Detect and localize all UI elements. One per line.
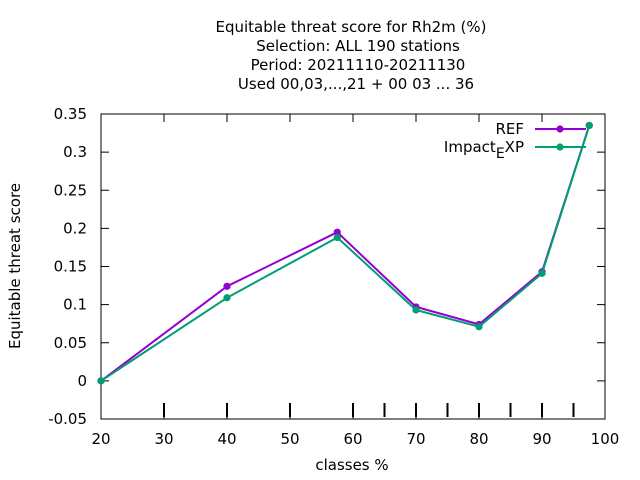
y-tick-label: 0.1	[63, 296, 87, 314]
title-line-2: Selection: ALL 190 stations	[256, 37, 460, 55]
data-point	[475, 323, 483, 331]
bottom-marks	[163, 403, 575, 417]
data-point	[333, 228, 341, 236]
plot-frame	[100, 113, 606, 420]
y-tick-label: 0.2	[63, 219, 87, 237]
y-tick-label: -0.05	[48, 410, 87, 428]
series-line-1	[100, 125, 591, 382]
x-tick-label: 50	[280, 430, 299, 448]
legend-exp-sub: E	[496, 146, 505, 162]
title-line-4: Used 00,03,...,21 + 00 03 ... 36	[238, 75, 474, 93]
y-tick-label: 0.35	[54, 105, 87, 123]
x-tick-label: 90	[532, 430, 551, 448]
x-tick-label: 60	[343, 430, 362, 448]
legend-exp-label: ImpactEXP	[444, 138, 524, 162]
y-axis: -0.05 0 0.05 0.1 0.15 0.2 0.25 0.3 0.35	[48, 105, 605, 428]
legend: REF ImpactEXP	[444, 120, 586, 162]
data-point	[412, 306, 420, 314]
y-axis-label: Equitable threat score	[6, 183, 24, 349]
x-tick-label: 20	[91, 430, 110, 448]
x-axis-label: classes %	[315, 456, 388, 474]
y-tick-label: 0.3	[63, 143, 87, 161]
data-point	[538, 269, 546, 277]
legend-ref-label: REF	[495, 120, 524, 138]
data-point	[223, 282, 231, 290]
x-tick-label: 70	[406, 430, 425, 448]
y-tick-label: 0.05	[54, 334, 87, 352]
title-line-1: Equitable threat score for Rh2m (%)	[215, 18, 486, 36]
data-point	[97, 377, 105, 385]
y-tick-label: 0.25	[54, 181, 87, 199]
x-axis: 20 30 40 50 60 70 80 90 100	[91, 114, 619, 448]
legend-exp-tail: XP	[505, 138, 524, 156]
data-point	[223, 294, 231, 302]
legend-exp-marker	[556, 143, 564, 151]
x-tick-label: 30	[154, 430, 173, 448]
title-line-3: Period: 20211110-20211130	[251, 56, 466, 74]
y-tick-label: 0.15	[54, 258, 87, 276]
x-tick-label: 40	[217, 430, 236, 448]
data-point	[333, 233, 341, 242]
y-tick-label: 0	[77, 372, 87, 390]
x-tick-label: 80	[469, 430, 488, 448]
series-group	[97, 121, 593, 385]
data-point	[585, 121, 593, 130]
x-tick-label: 100	[591, 430, 620, 448]
chart-title: Equitable threat score for Rh2m (%) Sele…	[215, 18, 486, 93]
series-line-0	[100, 125, 591, 382]
legend-exp-main: Impact	[444, 138, 496, 156]
legend-ref-marker	[556, 125, 564, 133]
